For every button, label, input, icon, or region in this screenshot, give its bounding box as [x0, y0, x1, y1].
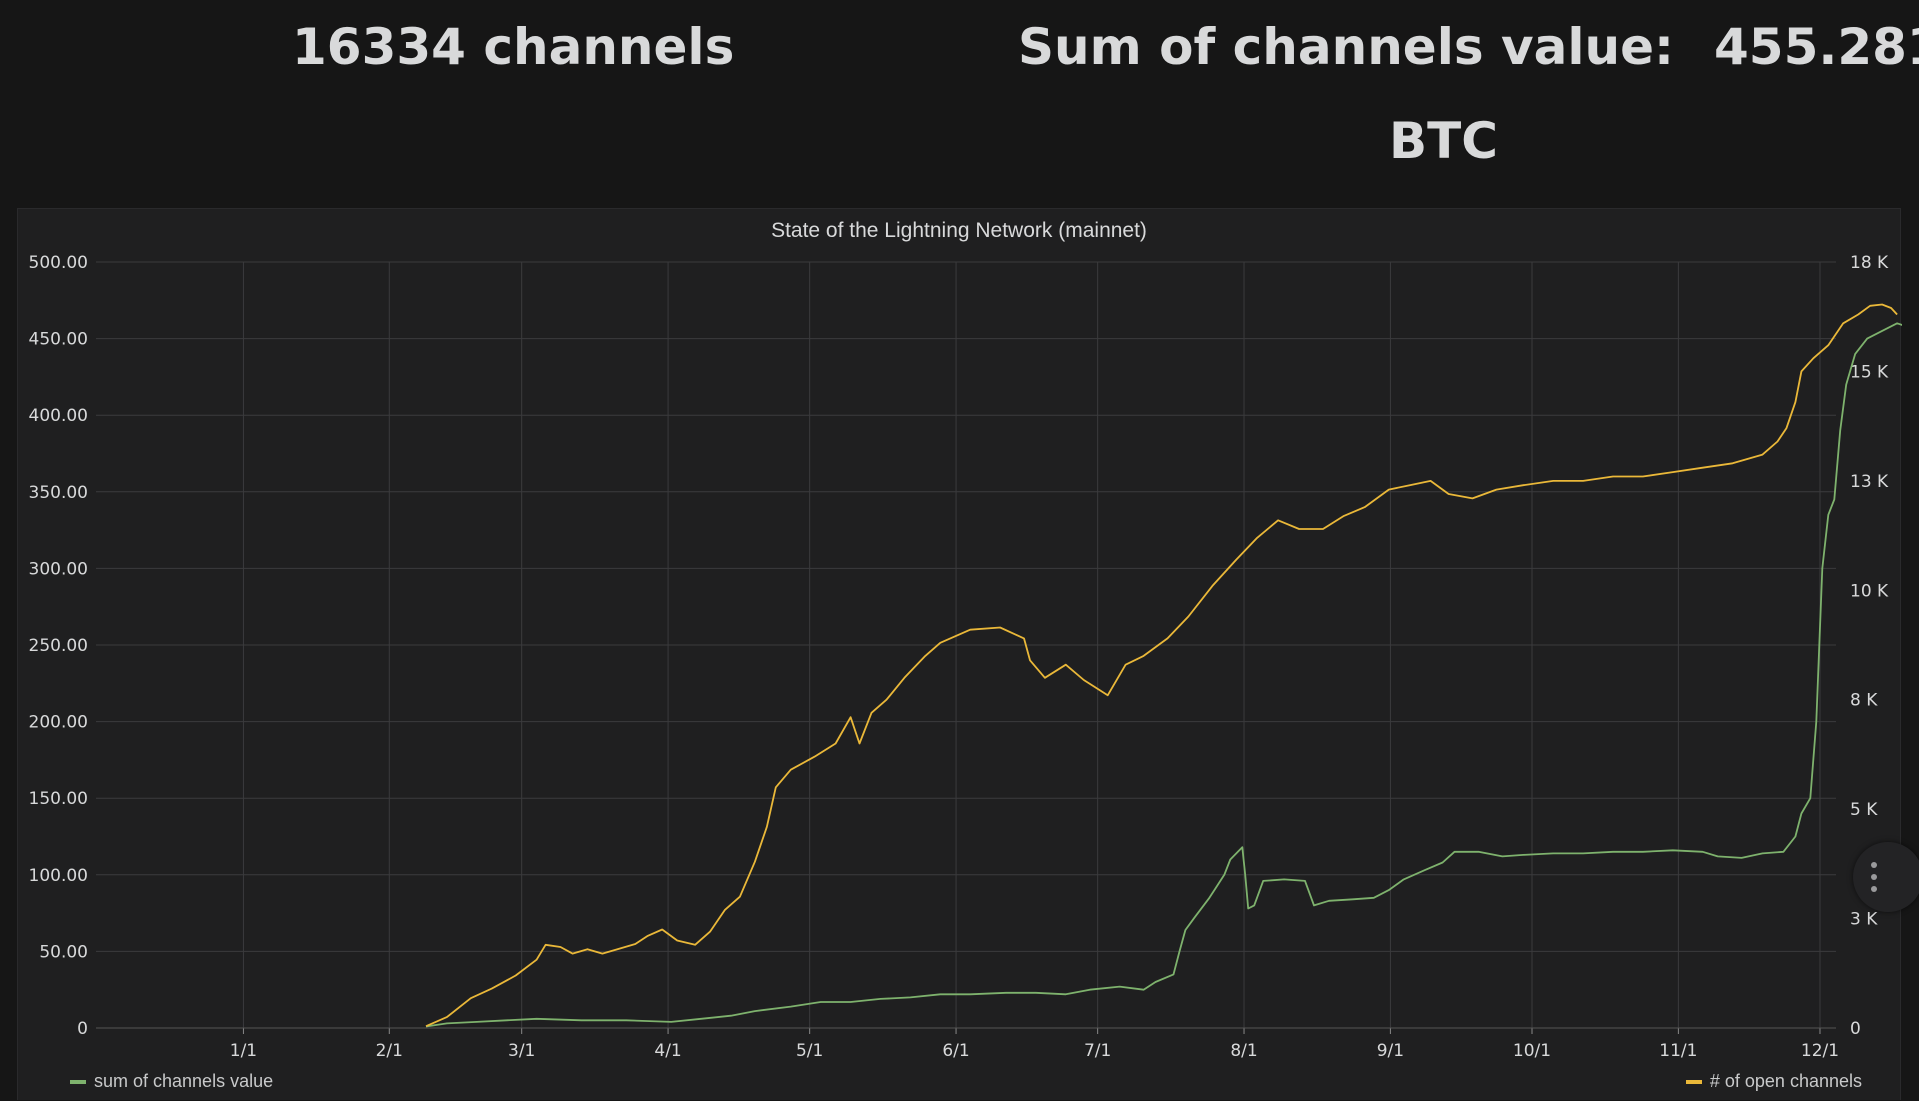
y-left-tick-label: 300.00 [29, 559, 88, 579]
axes: 0 50.00 100.00 150.00 200.00 250.00 300.00 350.… [29, 253, 1890, 1061]
sum-value: 455.2818 [1713, 18, 1919, 76]
x-tick-label: 8/1 [1230, 1041, 1257, 1061]
x-tick-label: 11/1 [1659, 1041, 1697, 1061]
y-right-tick-label: 8 K [1850, 691, 1878, 711]
y-left-tick-label: 100.00 [29, 866, 88, 886]
panel-menu-button[interactable] [1853, 842, 1919, 912]
y-right-tick-label: 5 K [1850, 800, 1878, 820]
x-tick-label: 1/1 [230, 1041, 257, 1061]
y-right-tick-label: 15 K [1850, 362, 1889, 382]
legend-item-open-channels[interactable]: # of open channels [1685, 1071, 1862, 1092]
series-line-sum-of-channels-value [425, 322, 1902, 1028]
stats-row: 16334 channels Sum of channels value: 455… [0, 0, 1919, 205]
y-right-tick-label: 3 K [1850, 910, 1878, 930]
x-tick-label: 5/1 [796, 1041, 823, 1061]
y-left-tick-label: 350.00 [29, 483, 88, 503]
x-tick-label: 10/1 [1513, 1041, 1551, 1061]
sum-label: Sum of channels value: [1018, 18, 1674, 76]
legend-swatch [70, 1079, 86, 1084]
y-left-tick-label: 250.00 [29, 636, 88, 656]
series [425, 303, 1902, 1028]
y-right-tick-label: 13 K [1850, 472, 1889, 492]
sum-unit: BTC [1389, 112, 1498, 170]
more-vertical-icon [1871, 862, 1879, 898]
x-tick-label: 3/1 [508, 1041, 535, 1061]
x-tick-label: 9/1 [1377, 1041, 1404, 1061]
y-right-tick-label: 10 K [1850, 581, 1889, 601]
y-left-tick-label: 500.00 [29, 253, 88, 273]
x-tick-label: 12/1 [1801, 1041, 1839, 1061]
y-left-tick-label: 150.00 [29, 789, 88, 809]
grid [96, 261, 1836, 1029]
channel-count-stat: 16334 channels [292, 18, 735, 76]
series-line-open-channels [425, 303, 1898, 1028]
x-tick-label: 4/1 [654, 1041, 681, 1061]
y-right-tick-label: 18 K [1850, 253, 1889, 273]
y-left-tick-label: 0 [77, 1019, 88, 1039]
chart-panel: State of the Lightning Network (mainnet)… [17, 208, 1902, 1101]
y-left-tick-label: 50.00 [39, 942, 88, 962]
x-tick-label: 6/1 [942, 1041, 969, 1061]
y-left-tick-label: 450.00 [29, 330, 88, 350]
y-left-tick-label: 200.00 [29, 713, 88, 733]
legend-label: sum of channels value [94, 1071, 274, 1091]
y-right-tick-label: 0 [1850, 1019, 1861, 1039]
legend-label: # of open channels [1709, 1071, 1862, 1091]
y-left-tick-label: 400.00 [29, 406, 88, 426]
x-tick-label: 7/1 [1084, 1041, 1111, 1061]
legend-item-sum-of-channels-value[interactable]: sum of channels value [70, 1071, 273, 1092]
x-tick-label: 2/1 [376, 1041, 403, 1061]
line-chart[interactable]: 0 50.00 100.00 150.00 200.00 250.00 300.00 350.… [18, 209, 1902, 1101]
sum-of-channels-stat: Sum of channels value: 455.2818 [1018, 18, 1919, 76]
chart-title[interactable]: State of the Lightning Network (mainnet) [771, 219, 1147, 242]
legend-swatch [1685, 1079, 1702, 1084]
